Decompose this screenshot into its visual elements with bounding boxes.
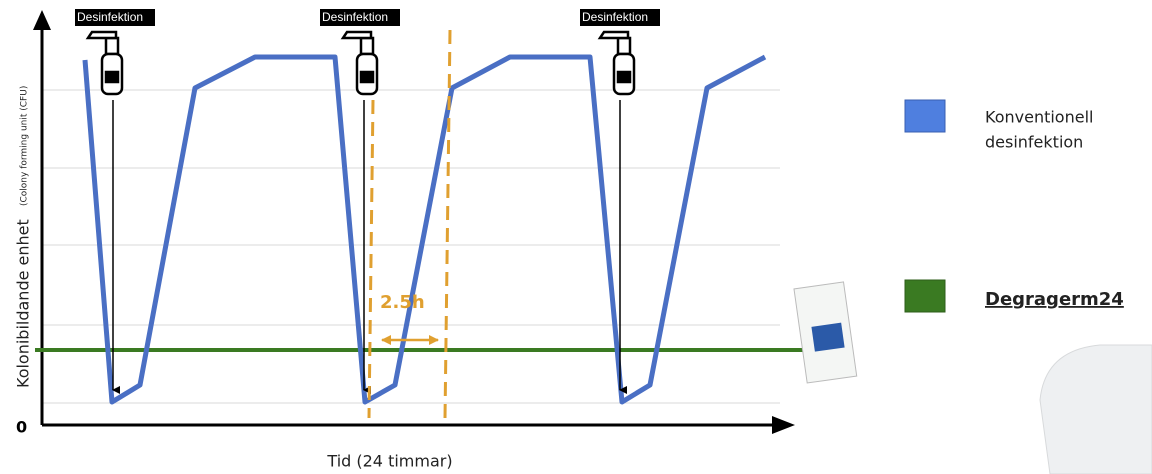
product-image <box>793 281 1152 474</box>
conventional-line <box>82 54 767 405</box>
disinfection-arrows <box>112 100 627 394</box>
legend-label: desinfektion <box>985 133 1083 152</box>
interval-label: 2.5h <box>380 292 425 313</box>
marker-bg <box>75 9 155 26</box>
legend-label: Degragerm24 <box>985 289 1124 310</box>
interval-lines <box>367 29 452 419</box>
marker-bg <box>580 9 660 26</box>
marker-bg <box>320 9 400 26</box>
y-axis-title: Kolonibildande enhet (Colony forming uni… <box>14 86 33 388</box>
grid <box>42 89 780 404</box>
y-axis-sublabel: (Colony forming unit (CFU) <box>20 86 30 206</box>
marker-label: Desinfektion <box>582 10 648 24</box>
y-axis-label: Kolonibildande enhet <box>14 219 33 388</box>
legend-label: Konventionell <box>985 108 1093 127</box>
legend-swatch <box>904 99 946 133</box>
spray-icons <box>85 30 636 96</box>
x-axis-label: Tid (24 timmar) <box>326 452 452 471</box>
marker-label: Desinfektion <box>77 10 143 24</box>
marker-label: Desinfektion <box>322 10 388 24</box>
legend-swatch <box>904 279 946 313</box>
axes <box>33 10 795 434</box>
origin-label: 0 <box>16 418 27 437</box>
